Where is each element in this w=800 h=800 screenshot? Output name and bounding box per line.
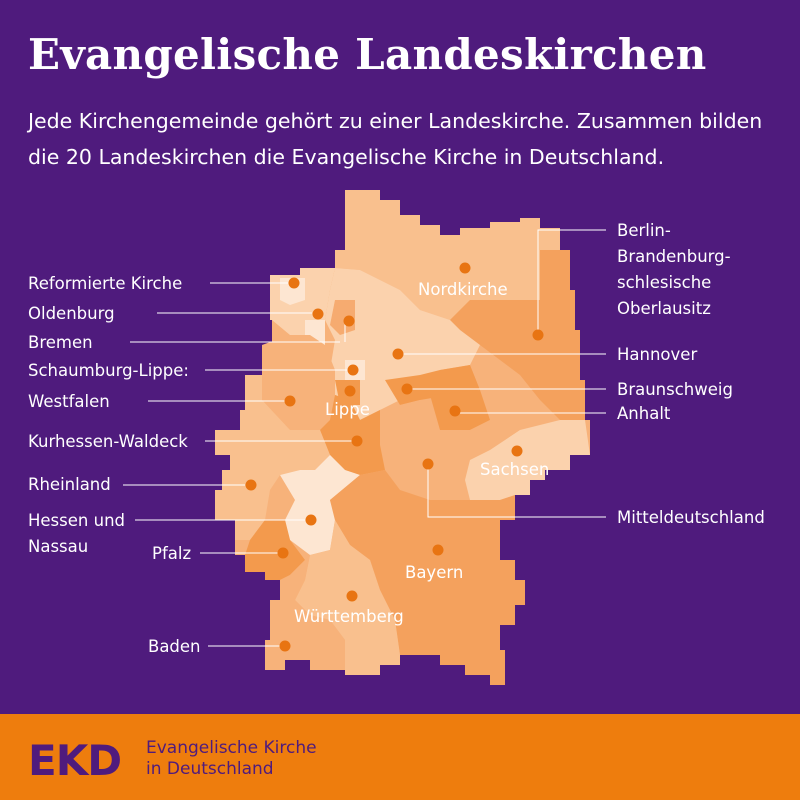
label-berlin-4: Oberlausitz xyxy=(617,299,711,318)
label-mitteldeutschland: Mitteldeutschland xyxy=(617,508,765,527)
dot-kurhessen xyxy=(351,435,363,447)
dot-anhalt xyxy=(449,405,461,417)
dot-mitteldeutschland xyxy=(422,458,434,470)
dot-nordkirche xyxy=(459,262,471,274)
dot-baden xyxy=(279,640,291,652)
region-westfalen-light xyxy=(240,375,290,430)
dot-pfalz xyxy=(277,547,289,559)
label-westfalen: Westfalen xyxy=(28,392,110,411)
dot-lippe xyxy=(344,385,356,397)
dot-hessen xyxy=(305,514,317,526)
label-nassau: Nassau xyxy=(28,537,88,556)
label-kurhessen-waldeck: Kurhessen-Waldeck xyxy=(28,432,188,451)
label-bayern: Bayern xyxy=(405,563,463,582)
label-nordkirche: Nordkirche xyxy=(418,280,508,299)
dot-schaumburg xyxy=(347,364,359,376)
label-reformierte-kirche: Reformierte Kirche xyxy=(28,274,182,293)
region-nordkirche xyxy=(335,190,560,320)
page-title: Evangelische Landeskirchen xyxy=(28,30,707,79)
dot-braunschweig xyxy=(401,383,413,395)
dot-westfalen xyxy=(284,395,296,407)
region-mitteldeutschland xyxy=(380,400,540,500)
page-subtitle: Jede Kirchengemeinde gehört zu einer Lan… xyxy=(28,109,763,169)
region-sachsen xyxy=(465,420,590,500)
label-braunschweig: Braunschweig xyxy=(617,380,733,399)
label-rheinland: Rheinland xyxy=(28,475,111,494)
region-hannover xyxy=(325,268,480,420)
label-pfalz: Pfalz xyxy=(152,544,191,563)
region-kurhessen xyxy=(320,395,385,475)
region-pfalz xyxy=(245,520,305,580)
footer-bar: EKD Evangelische Kirche in Deutschland xyxy=(0,714,800,800)
region-bayern xyxy=(330,470,525,685)
org-name-line2: in Deutschland xyxy=(146,759,274,779)
dot-berlin xyxy=(532,329,544,341)
label-bremen: Bremen xyxy=(28,333,93,352)
label-berlin-2: Brandenburg- xyxy=(617,247,731,266)
germany-map: Nordkirche Lippe Sachsen Bayern Württemb… xyxy=(28,190,765,685)
label-berlin-1: Berlin- xyxy=(617,221,671,240)
dot-wuerttemberg xyxy=(346,590,358,602)
label-schaumburg-lippe: Schaumburg-Lippe: xyxy=(28,361,189,380)
region-braunschweig xyxy=(385,365,480,405)
region-berlin-brandenburg xyxy=(450,250,585,420)
dot-oldenburg xyxy=(312,308,324,320)
label-anhalt: Anhalt xyxy=(617,404,671,423)
label-wuerttemberg: Württemberg xyxy=(294,607,404,626)
label-hannover: Hannover xyxy=(617,345,697,364)
label-berlin-3: schlesische xyxy=(617,273,711,292)
label-hessen-und: Hessen und xyxy=(28,511,125,530)
label-oldenburg: Oldenburg xyxy=(28,304,115,323)
dot-hannover xyxy=(392,348,404,360)
ekd-logo[interactable]: EKD xyxy=(28,736,122,785)
dot-bremen xyxy=(343,315,355,327)
label-sachsen: Sachsen xyxy=(480,460,549,479)
dot-bayern xyxy=(432,544,444,556)
dot-rheinland xyxy=(245,479,257,491)
org-name: Evangelische Kirche in Deutschland xyxy=(146,738,317,780)
dot-reformiert xyxy=(288,277,300,289)
region-hessen-nassau xyxy=(280,455,360,555)
dot-sachsen xyxy=(511,445,523,457)
org-name-line1: Evangelische Kirche xyxy=(146,738,317,758)
label-lippe: Lippe xyxy=(325,400,370,419)
label-baden: Baden xyxy=(148,637,201,656)
region-rheinland xyxy=(215,430,330,540)
